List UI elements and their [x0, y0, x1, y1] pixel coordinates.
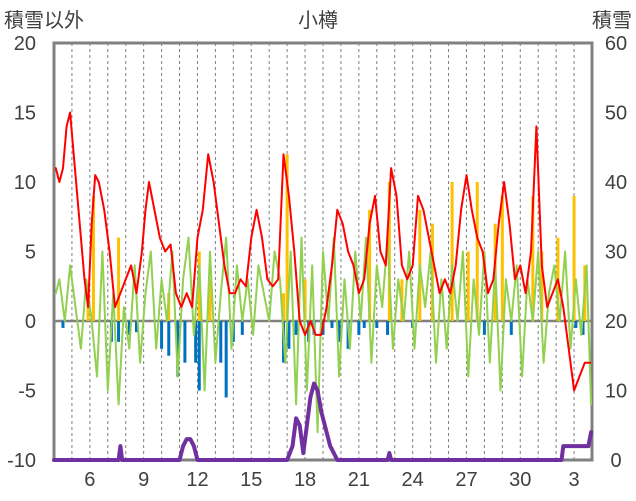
- negative-bar: [197, 321, 201, 391]
- precip-bar: [285, 154, 289, 321]
- negative-bar: [176, 321, 180, 377]
- left-tick-label: 15: [14, 103, 36, 125]
- chart-title: 小樽: [298, 8, 338, 32]
- left-tick-label: 5: [25, 242, 36, 264]
- right-tick-label: 30: [605, 242, 627, 264]
- x-tick-label: 27: [455, 469, 477, 491]
- x-tick-label: 30: [509, 469, 531, 491]
- snow-depth-line: [52, 381, 594, 462]
- plot-frame: [52, 41, 594, 462]
- precip-bar: [303, 279, 307, 321]
- right-tick-label: 0: [610, 450, 621, 472]
- negative-bar: [581, 321, 585, 335]
- x-tick-label: 15: [240, 469, 262, 491]
- right-tick-label: 40: [605, 172, 627, 194]
- precip-bar: [208, 279, 212, 321]
- negative-bar: [287, 321, 291, 349]
- x-tick-label: 18: [294, 469, 316, 491]
- negative-bar: [386, 321, 390, 335]
- right-tick-label: 50: [605, 103, 627, 125]
- right-axis-label: 積雪: [592, 8, 632, 32]
- right-tick-label: 60: [605, 33, 627, 55]
- negative-bar: [160, 321, 164, 349]
- negative-bar: [194, 321, 198, 363]
- negative-bar: [509, 321, 513, 335]
- negative-bar: [240, 321, 244, 335]
- precip-bar: [466, 251, 470, 321]
- negative-bar: [183, 321, 187, 363]
- left-tick-label: 20: [14, 33, 36, 55]
- series-layer: [52, 111, 594, 462]
- negative-bar: [167, 321, 171, 356]
- precip-bar: [387, 182, 391, 321]
- wind-line: [54, 236, 593, 434]
- temperature-line: [54, 111, 592, 392]
- left-tick-label: 10: [14, 172, 36, 194]
- x-tick-label: 24: [402, 469, 424, 491]
- x-tick-label: 3: [569, 469, 580, 491]
- left-tick-label: -10: [7, 450, 36, 472]
- x-tick-label: 9: [138, 469, 149, 491]
- negative-bar: [482, 321, 486, 335]
- right-tick-label: 10: [605, 381, 627, 403]
- negative-bar: [337, 321, 341, 342]
- x-tick-label: 12: [186, 469, 208, 491]
- negative-bar: [134, 321, 138, 333]
- precip-bar: [540, 251, 544, 321]
- negative-bar: [357, 321, 361, 335]
- left-tick-label: 0: [25, 311, 36, 333]
- negative-bar: [574, 321, 578, 328]
- precip-bar: [91, 195, 95, 321]
- negative-bar: [330, 321, 334, 328]
- precip-bar: [368, 209, 372, 321]
- x-tick-label: 21: [348, 469, 370, 491]
- negative-bar: [375, 321, 379, 328]
- negative-bar: [61, 321, 65, 328]
- precip-bar: [572, 195, 576, 321]
- left-tick-label: -5: [18, 381, 36, 403]
- negative-bar: [294, 321, 298, 335]
- precip-bar: [500, 195, 504, 321]
- x-tick-label: 6: [84, 469, 95, 491]
- negative-bar: [362, 321, 366, 328]
- right-tick-label: 20: [605, 311, 627, 333]
- precip-bar: [117, 237, 121, 321]
- left-axis-label: 積雪以外: [4, 8, 84, 32]
- precip-bar: [450, 182, 454, 321]
- precip-bar: [282, 293, 286, 321]
- negative-bar: [219, 321, 223, 363]
- negative-bar: [224, 321, 228, 398]
- precip-bar: [475, 182, 479, 321]
- precip-bar: [531, 195, 535, 321]
- negative-bar: [127, 321, 131, 335]
- negative-bar: [117, 321, 121, 342]
